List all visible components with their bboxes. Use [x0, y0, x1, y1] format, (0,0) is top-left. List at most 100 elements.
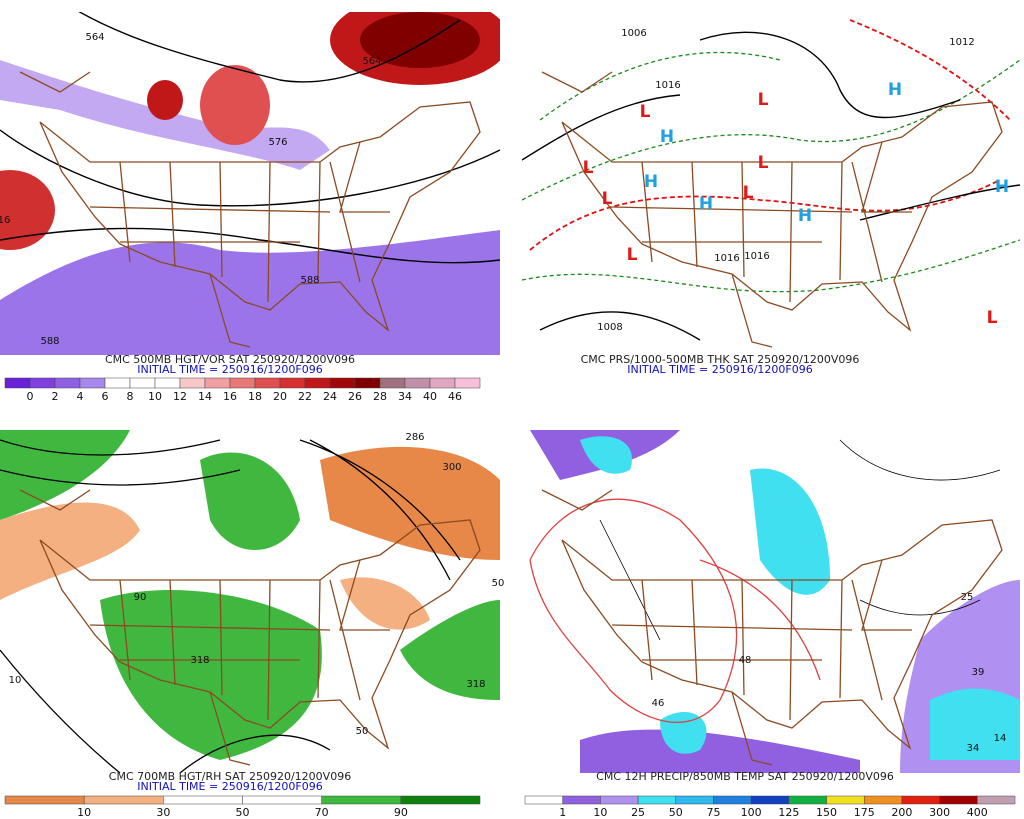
colorbar-swatch: [379, 377, 406, 389]
high-marker: H: [660, 127, 674, 147]
panel-caption: CMC PRS/1000-500MB THK SAT 250920/1200V0…: [581, 353, 860, 366]
colorbar-swatch: [524, 795, 563, 805]
contour-label: 286: [405, 432, 424, 443]
contour-label: 564: [362, 56, 381, 67]
low-marker: L: [758, 90, 769, 110]
low-marker: L: [602, 189, 613, 209]
colorbar-swatch: [400, 795, 481, 805]
initial-time: INITIAL TIME = 250916/1200F096: [137, 363, 322, 376]
high-marker: H: [888, 80, 902, 100]
colorbar-swatch: [788, 795, 827, 805]
initial-time: INITIAL TIME = 250916/1200F096: [627, 363, 812, 376]
contour-label: 1006: [621, 28, 646, 39]
colorbar-tick-label: 24: [323, 390, 337, 403]
contour-label: 16: [0, 215, 10, 226]
colorbar-swatch: [163, 795, 243, 805]
colorbar-tick-label: 16: [223, 390, 237, 403]
map-panel: [0, 430, 500, 773]
colorbar-swatch: [54, 377, 81, 389]
colorbar-swatch: [179, 377, 206, 389]
colorbar-tick-label: 25: [631, 806, 645, 819]
colorbar-tick-label: 0: [27, 390, 34, 403]
colorbar-swatch: [675, 795, 714, 805]
high-marker: H: [699, 194, 713, 214]
colorbar-tick-label: 8: [127, 390, 134, 403]
colorbar-tick-label: 22: [298, 390, 312, 403]
contour-label: 318: [190, 655, 209, 666]
colorbar-tick-label: 50: [669, 806, 683, 819]
colorbar-swatch: [254, 377, 281, 389]
initial-time: INITIAL TIME = 250916/1200F096: [137, 780, 322, 793]
colorbar-swatch: [901, 795, 940, 805]
low-marker: L: [758, 153, 769, 173]
colorbar-tick-label: 26: [348, 390, 362, 403]
colorbar-tick-label: 4: [77, 390, 84, 403]
map-panel: [522, 12, 1020, 355]
high-marker: H: [995, 177, 1009, 197]
colorbar-tick-label: 150: [816, 806, 837, 819]
colorbar-tick-label: 50: [236, 806, 250, 819]
colorbar-tick-label: 28: [373, 390, 387, 403]
colorbar-swatch: [321, 795, 402, 805]
colorbar-tick-label: 12: [173, 390, 187, 403]
colorbar-swatch: [329, 377, 356, 389]
low-marker: L: [627, 245, 638, 265]
contour-label: 14: [994, 733, 1007, 744]
colorbar-swatch: [863, 795, 903, 805]
colorbar-swatch: [129, 377, 156, 389]
contour-label: 50: [492, 578, 505, 589]
colorbar-tick-label: 30: [156, 806, 170, 819]
contour-label: 1016: [655, 80, 680, 91]
colorbar-swatch: [29, 377, 56, 389]
colorbar-swatch: [826, 795, 865, 805]
colorbar-swatch: [750, 795, 790, 805]
colorbar-tick-label: 46: [448, 390, 462, 403]
colorbar-swatch: [600, 795, 639, 805]
colorbar-tick-label: 125: [778, 806, 799, 819]
high-marker: H: [644, 172, 658, 192]
colorbar-tick-label: 40: [423, 390, 437, 403]
contour-label: 39: [972, 667, 985, 678]
colorbar-swatch: [939, 795, 978, 805]
colorbar-tick-label: 20: [273, 390, 287, 403]
low-marker: L: [743, 183, 754, 203]
colorbar-tick-label: 10: [593, 806, 607, 819]
colorbar-swatch: [104, 377, 131, 389]
panel-caption: CMC 12H PRECIP/850MB TEMP SAT 250920/120…: [596, 770, 894, 783]
colorbar-swatch: [454, 377, 481, 389]
colorbar-tick-label: 200: [891, 806, 912, 819]
colorbar-swatch: [79, 377, 106, 389]
map-panel: [522, 430, 1020, 773]
contour-label: 1016: [714, 253, 739, 264]
colorbar-swatch: [4, 795, 85, 805]
colorbar-swatch: [354, 377, 381, 389]
contour-label: 10: [9, 675, 22, 686]
colorbar-tick-label: 14: [198, 390, 212, 403]
colorbar-tick-label: 6: [102, 390, 109, 403]
colorbar-tick-label: 10: [148, 390, 162, 403]
contour-label: 576: [268, 137, 287, 148]
colorbar-swatch: [977, 795, 1016, 805]
colorbar-tick-label: 175: [854, 806, 875, 819]
colorbar-tick-label: 18: [248, 390, 262, 403]
colorbar-swatch: [4, 377, 31, 389]
colorbar-swatch: [429, 377, 456, 389]
contour-label: 34: [967, 743, 980, 754]
colorbar-swatch: [229, 377, 256, 389]
low-marker: L: [987, 308, 998, 328]
contour-label: 564: [85, 32, 104, 43]
colorbar-swatch: [279, 377, 306, 389]
colorbar-tick-label: 1: [559, 806, 566, 819]
panel-caption: CMC 700MB HGT/RH SAT 250920/1200V096: [109, 770, 351, 783]
colorbar-swatch: [404, 377, 431, 389]
contour-label: 90: [134, 592, 147, 603]
colorbar-tick-label: 90: [394, 806, 408, 819]
colorbar-tick-label: 34: [398, 390, 412, 403]
colorbar-tick-label: 2: [52, 390, 59, 403]
contour-label: 1016: [744, 251, 769, 262]
contour-label: 300: [442, 462, 461, 473]
panel-caption: CMC 500MB HGT/VOR SAT 250920/1200V096: [105, 353, 355, 366]
map-panel: [0, 12, 500, 355]
contour-label: 318: [466, 679, 485, 690]
